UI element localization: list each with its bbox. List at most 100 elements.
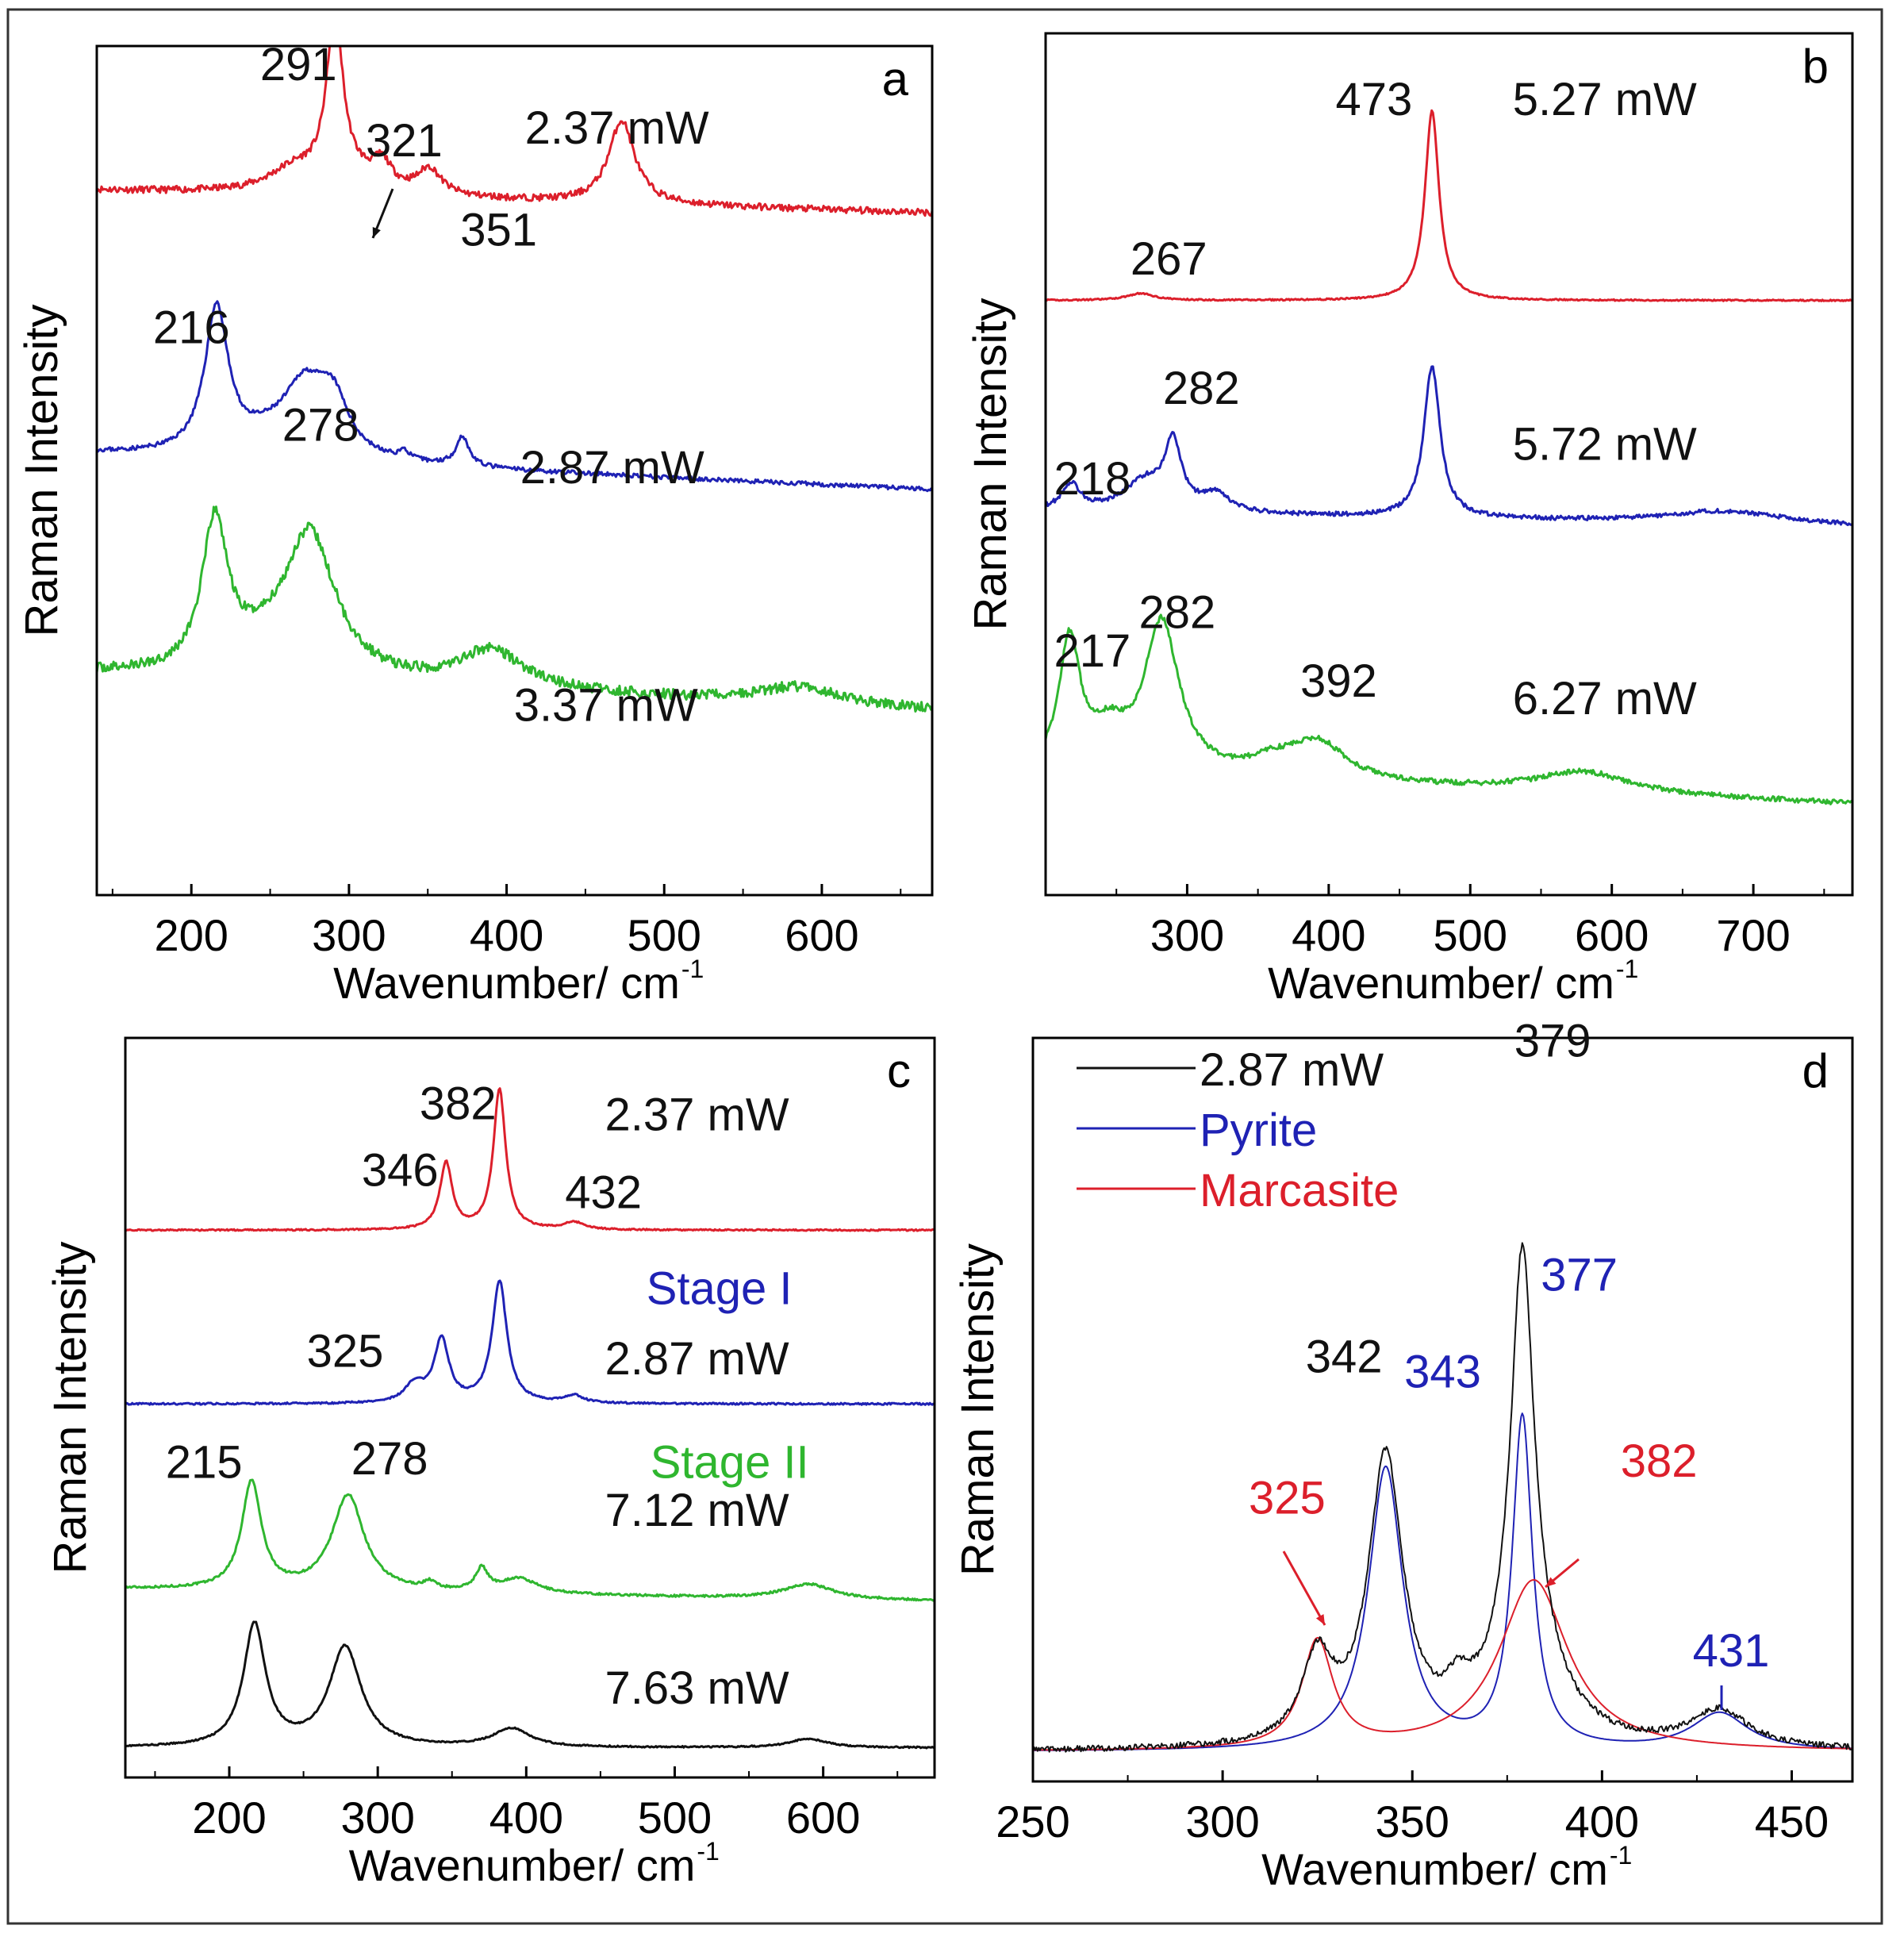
x-tick-label: 300 xyxy=(1150,910,1224,960)
annotation-label: 215 xyxy=(166,1437,243,1489)
legend-label: Marcasite xyxy=(1200,1165,1399,1216)
annotation-label: 7.63 mW xyxy=(605,1662,789,1714)
annotation-label: 5.72 mW xyxy=(1513,419,1697,471)
annotation-label: 382 xyxy=(420,1078,497,1130)
series-2-37-mw xyxy=(125,1087,935,1232)
x-tick-label: 600 xyxy=(786,1793,860,1843)
x-tick-label: 500 xyxy=(628,910,701,960)
x-tick-label: 300 xyxy=(312,910,386,960)
annotation-label: 282 xyxy=(1163,363,1240,414)
x-tick-label: 600 xyxy=(1575,910,1649,960)
x-axis-label: Wavenumber/ cm xyxy=(333,958,680,1008)
x-tick-label: 300 xyxy=(1185,1797,1259,1847)
annotation-label: 346 xyxy=(362,1144,439,1196)
annotation-label: Stage I xyxy=(647,1263,793,1315)
annotation-arrowhead xyxy=(1545,1577,1557,1587)
annotation-label: 217 xyxy=(1054,625,1130,677)
x-tick-label: 700 xyxy=(1716,910,1790,960)
panel-a: 200 300 400 500 600 Wavenumber/ cm -1 Raman Int… xyxy=(16,39,934,1008)
series-group xyxy=(1033,1242,1852,1753)
x-axis-label: Wavenumber/ cm xyxy=(1268,958,1614,1008)
x-tick-label: 600 xyxy=(785,910,858,960)
series-group xyxy=(1046,109,1852,805)
x-axis-label-superscript: -1 xyxy=(1616,955,1638,983)
annotation-label: 473 xyxy=(1336,74,1413,125)
series-group xyxy=(125,1087,935,1750)
annotation-arrow xyxy=(1282,1551,1326,1626)
annotation-label: 7.12 mW xyxy=(605,1485,789,1536)
series-2-87-mw xyxy=(1033,1242,1852,1753)
annotation-label: 431 xyxy=(1693,1625,1770,1677)
annotation-label: 343 xyxy=(1404,1346,1481,1397)
x-axis-label-superscript: -1 xyxy=(681,955,704,983)
plot-frame xyxy=(124,1036,936,1779)
annotation-label: 5.27 mW xyxy=(1513,74,1697,125)
annotation-label: 2.87 mW xyxy=(520,442,704,494)
annotation-label: 216 xyxy=(153,302,230,354)
x-tick-label: 200 xyxy=(154,910,228,960)
annotation-label: 2.37 mW xyxy=(605,1089,789,1141)
y-axis-label: Raman Intensity xyxy=(965,298,1016,630)
annotation-label: 342 xyxy=(1306,1332,1383,1383)
x-axis-label-superscript: -1 xyxy=(697,1837,719,1866)
series-5-72-mw xyxy=(1046,365,1852,526)
series-group xyxy=(97,46,932,713)
annotation-label: Stage II xyxy=(651,1437,809,1489)
x-axis-label: Wavenumber/ cm xyxy=(1261,1844,1608,1894)
annotation-label: 321 xyxy=(366,115,443,167)
series-6-27-mw xyxy=(1046,613,1852,805)
panel-letter: a xyxy=(882,52,909,106)
legend-label: Pyrite xyxy=(1200,1105,1317,1156)
x-tick-label: 350 xyxy=(1376,1797,1449,1847)
series-2-37-mw xyxy=(97,46,932,217)
annotation-label: 325 xyxy=(1249,1473,1326,1524)
annotation-label: 282 xyxy=(1139,586,1216,638)
series-2-87-mw xyxy=(125,1279,935,1406)
plot-frame xyxy=(95,44,934,897)
annotation-label: 351 xyxy=(460,204,537,256)
annotation-label: 379 xyxy=(1514,1015,1591,1066)
series-7-12-mw xyxy=(125,1478,935,1602)
annotation-label: 432 xyxy=(565,1166,642,1218)
annotation-label: 2.37 mW xyxy=(525,102,709,154)
plot-frame xyxy=(1031,1036,1854,1783)
annotation-label: 2.87 mW xyxy=(605,1333,789,1385)
annotation-label: 278 xyxy=(351,1433,428,1485)
annotation-label: 291 xyxy=(260,39,337,90)
series-7-63-mw xyxy=(125,1620,935,1750)
panel-b: 300 400 500 600 700 Wavenumber/ cm -1 Raman Int… xyxy=(965,32,1854,1008)
annotation-label: 382 xyxy=(1621,1435,1698,1487)
annotation-label: 325 xyxy=(307,1326,384,1378)
annotation-label: 218 xyxy=(1054,453,1130,505)
series-2-87-mw xyxy=(97,300,932,493)
annotation-label: 6.27 mW xyxy=(1513,673,1697,724)
annotation-label: 3.37 mW xyxy=(514,680,698,732)
figure-border xyxy=(6,8,1883,1925)
panel-d: 250 300 350 400 450 Wavenumber/ cm -1 Raman Int… xyxy=(952,1015,1854,1894)
panel-letter: c xyxy=(887,1044,911,1097)
x-tick-label: 400 xyxy=(489,1793,563,1843)
annotation-arrowhead xyxy=(1315,1614,1325,1625)
annotation-label: 267 xyxy=(1130,233,1207,285)
x-tick-label: 250 xyxy=(996,1797,1069,1847)
x-tick-label: 500 xyxy=(1434,910,1507,960)
x-tick-label: 200 xyxy=(192,1793,266,1843)
y-axis-label: Raman Intensity xyxy=(16,304,67,636)
series-5-27-mw xyxy=(1046,109,1852,302)
series-3-37-mw xyxy=(97,505,932,713)
x-tick-label: 450 xyxy=(1755,1797,1829,1847)
x-tick-label: 400 xyxy=(1292,910,1365,960)
annotation-label: 377 xyxy=(1541,1250,1618,1301)
plot-frame xyxy=(1044,32,1854,897)
annotation-arrows xyxy=(371,188,1723,1710)
panel-c: 200 300 400 500 600 Wavenumber/ cm -1 Raman Int… xyxy=(44,1036,936,1890)
legend-label: 2.87 mW xyxy=(1200,1044,1384,1096)
x-tick-label: 400 xyxy=(1565,1797,1639,1847)
panel-letter: d xyxy=(1802,1044,1829,1097)
y-axis-label: Raman Intensity xyxy=(952,1243,1004,1576)
annotation-label: 392 xyxy=(1300,655,1377,707)
x-axis-label: Wavenumber/ cm xyxy=(349,1840,696,1890)
x-tick-label: 400 xyxy=(470,910,543,960)
